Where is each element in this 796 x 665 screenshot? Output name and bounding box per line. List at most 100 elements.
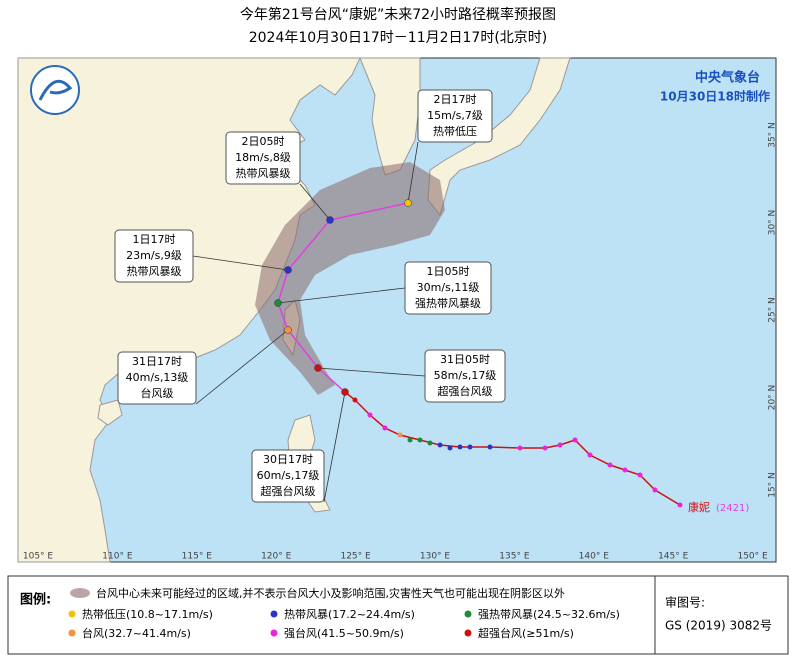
lat-label: 25° N (768, 297, 778, 323)
forecast-point (274, 299, 282, 307)
track-point (622, 467, 628, 473)
track-point (557, 442, 563, 448)
callout-pointer (195, 329, 289, 405)
title: 今年第21号台风“康妮”未来72小时路径概率预报图 (240, 6, 556, 23)
callout-pointer (277, 287, 406, 304)
callout-box (117, 351, 197, 405)
subtitle: 2024年10月30日17时－11月2日17时(北京时) (249, 30, 548, 46)
callout-level: 超强台风级 (261, 484, 316, 498)
legend-label: 台风(32.7~41.4m/s) (82, 626, 191, 640)
callout-wind: 40m/s,13级 (126, 371, 189, 384)
lon-label: 150° E (737, 552, 768, 562)
callout-level: 台风级 (141, 386, 174, 400)
legend-box (7, 575, 789, 655)
track-point (397, 432, 403, 438)
lon-label: 140° E (579, 552, 610, 562)
track-point (367, 412, 373, 418)
lat-label: 35° N (768, 122, 778, 148)
forecast-cone (255, 162, 445, 395)
agency: 中央气象台 (695, 70, 760, 86)
lat-label: 30° N (768, 210, 778, 236)
callout-wind: 58m/s,17级 (434, 369, 497, 382)
callout-pointer (407, 141, 419, 204)
legend-title: 图例: (20, 592, 51, 608)
track-point (382, 425, 388, 431)
forecast-point (284, 266, 292, 274)
legend-dot (270, 610, 278, 618)
forecast-point (314, 364, 322, 372)
callout-pointer (299, 183, 331, 221)
callout-pointer (323, 391, 346, 503)
callout-level: 热带风暴级 (236, 167, 291, 180)
callout-time: 2日17时 (434, 93, 477, 106)
callout-box (225, 131, 301, 185)
track-point (607, 462, 613, 468)
callout-wind: 18m/s,8级 (235, 151, 291, 164)
track-point (542, 445, 548, 451)
typhoon-name: 康妮 (688, 500, 710, 514)
issued: 10月30日18时制作 (660, 89, 770, 104)
lon-label: 105° E (23, 552, 54, 562)
callout-wind: 30m/s,11级 (417, 281, 480, 294)
forecast-point (326, 216, 334, 224)
callout-time: 1日05时 (427, 265, 470, 278)
track-point (407, 437, 413, 443)
logo (30, 65, 80, 115)
legend-label: 热带风暴(17.2~24.4m/s) (284, 608, 415, 621)
typhoon-id: (2421) (716, 503, 749, 514)
legend-cone (70, 588, 90, 598)
callout-time: 30日17时 (263, 453, 313, 466)
forecast-point (284, 326, 292, 334)
callout-box (404, 261, 492, 315)
callout-level: 强热带风暴级 (415, 297, 481, 310)
legend-label: 超强台风(≥51m/s) (478, 626, 574, 640)
callout-time: 1日17时 (133, 233, 176, 246)
track-point (677, 502, 683, 508)
callout-time: 2日05时 (242, 135, 285, 148)
track-point (517, 445, 523, 451)
callout-pointer (317, 367, 426, 377)
track-point (437, 442, 443, 448)
legend-label: 强热带风暴(24.5~32.6m/s) (478, 608, 620, 621)
track-point (652, 487, 658, 493)
logo-swirl (38, 79, 73, 101)
legend-label: 热带低压(10.8~17.1m/s) (82, 608, 213, 621)
callout-wind: 15m/s,7级 (427, 109, 483, 122)
legend-label: 强台风(41.5~50.9m/s) (284, 626, 404, 640)
legend-dot (68, 629, 76, 637)
track-point (587, 452, 593, 458)
legend-dot (270, 629, 278, 637)
callout-time: 31日05时 (440, 353, 490, 366)
forecast-point (404, 199, 412, 207)
lon-label: 110° E (102, 552, 133, 562)
callout-level: 热带低压 (433, 125, 477, 138)
legend-cone-text: 台风中心未来可能经过的区域,并不表示台风大小及影响范围,灾害性天气也可能出现在阴… (96, 586, 565, 600)
track-point (572, 437, 578, 443)
approval-label: 审图号: (665, 595, 705, 610)
callout-level: 热带风暴级 (127, 265, 182, 278)
lon-label: 120° E (261, 552, 292, 562)
lon-label: 130° E (420, 552, 451, 562)
legend-dot (464, 629, 472, 637)
track-point (427, 440, 433, 446)
callout-box (251, 449, 325, 503)
track-point (637, 472, 643, 478)
callout-wind: 23m/s,9级 (126, 249, 182, 262)
track-point (487, 444, 493, 450)
callout-time: 31日17时 (132, 355, 182, 368)
track-point (457, 444, 463, 450)
track-point (447, 445, 453, 451)
lon-label: 125° E (340, 552, 371, 562)
lon-label: 135° E (499, 552, 530, 562)
track-point (467, 444, 473, 450)
callout-level: 超强台风级 (438, 384, 493, 398)
track-point (352, 397, 358, 403)
legend-dot (68, 610, 76, 618)
callout-wind: 60m/s,17级 (257, 469, 320, 482)
legend-dot (464, 610, 472, 618)
approval-number: GS (2019) 3082号 (665, 619, 772, 633)
callout-pointer (192, 255, 289, 271)
callout-box (114, 229, 194, 283)
